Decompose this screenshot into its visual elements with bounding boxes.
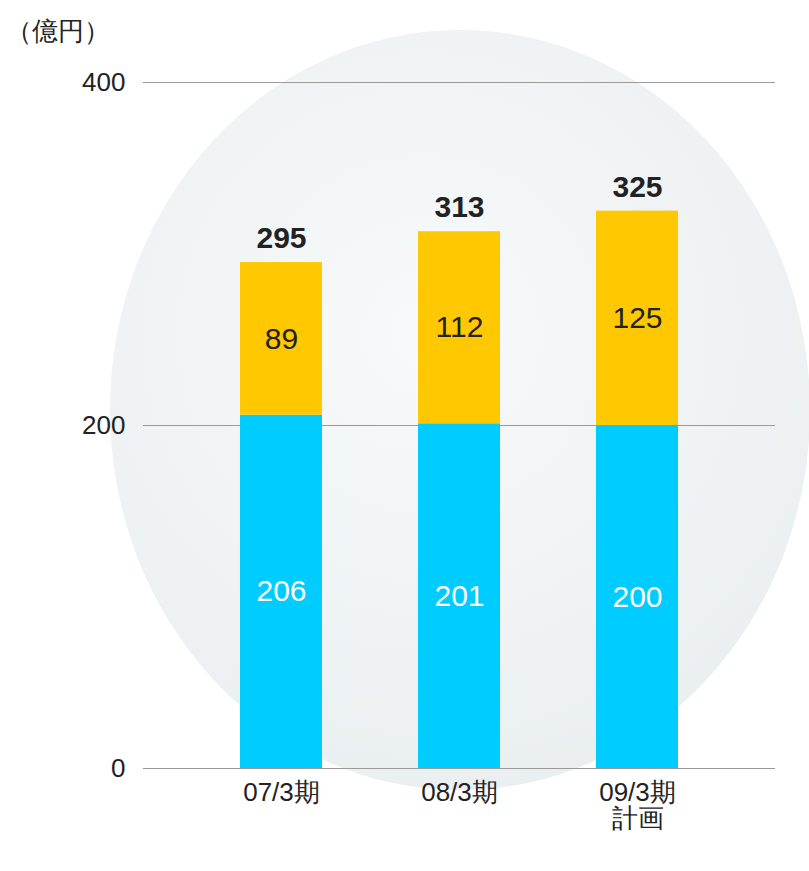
- svg-text:313: 313: [434, 190, 484, 223]
- svg-text:89: 89: [265, 321, 298, 354]
- svg-text:08/3期: 08/3期: [421, 777, 498, 807]
- svg-text:07/3期: 07/3期: [243, 777, 320, 807]
- svg-text:206: 206: [256, 574, 306, 607]
- svg-text:0: 0: [111, 753, 125, 783]
- html-text:（億円）: （億円）: [6, 16, 110, 46]
- svg-text:09/3期計画: 09/3期計画: [599, 777, 676, 833]
- svg-text:112: 112: [436, 310, 484, 343]
- svg-text:295: 295: [256, 221, 306, 254]
- svg-text:125: 125: [612, 301, 662, 334]
- svg-text:201: 201: [434, 579, 484, 612]
- svg-text:200: 200: [612, 580, 662, 613]
- svg-text:200: 200: [82, 410, 125, 440]
- svg-text:400: 400: [82, 67, 125, 97]
- svg-text:325: 325: [612, 170, 662, 203]
